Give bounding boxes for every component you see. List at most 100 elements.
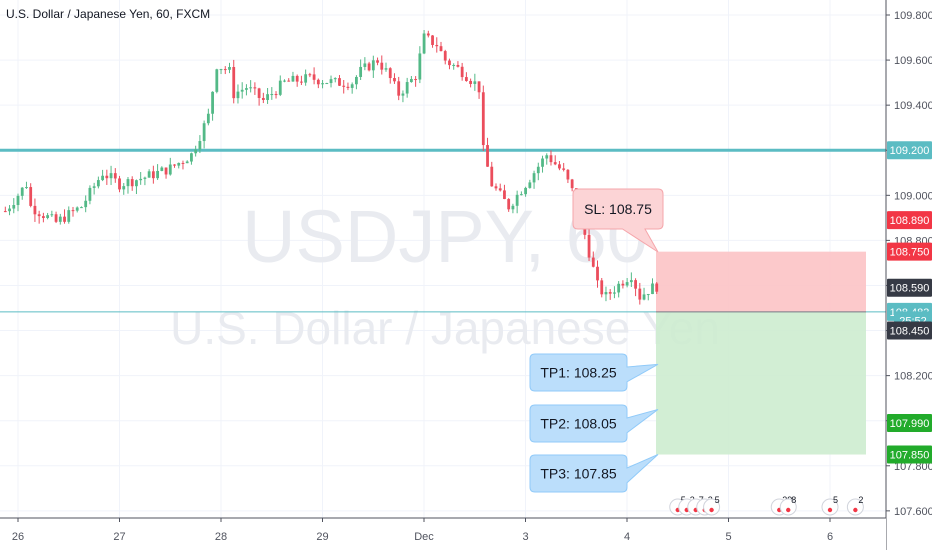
time-axis[interactable]: 26 27 28 29 Dec 3 4 5 6: [0, 517, 886, 550]
candle-body: [443, 51, 447, 61]
candle-body: [528, 182, 532, 188]
candle-body: [291, 75, 295, 82]
candle-body: [553, 162, 557, 165]
candle-body: [570, 179, 574, 189]
event-count: 5: [833, 495, 838, 505]
event-marker: 5: [821, 495, 839, 516]
candle-body: [629, 280, 633, 283]
economic-events[interactable]: 5272529852: [669, 495, 864, 516]
candle-body: [135, 180, 138, 187]
candle-body: [33, 205, 37, 215]
candle-body: [617, 283, 621, 293]
price-tag-bg: [887, 321, 932, 340]
candle-body: [464, 77, 468, 81]
candle-body: [456, 64, 460, 67]
tp2-callout: TP2: 108.05: [529, 404, 659, 443]
candle-body: [63, 216, 66, 222]
candle-body: [101, 175, 105, 181]
stop-loss-zone: [656, 251, 866, 312]
candle-body: [304, 74, 308, 83]
candle-body: [448, 60, 451, 66]
candle-body: [350, 84, 354, 88]
candle-body: [249, 87, 253, 89]
candle-body: [545, 155, 549, 159]
candle-body: [147, 171, 151, 178]
price-tag-label: 107.990: [890, 418, 930, 430]
sl-callout: SL: 108.75: [572, 188, 664, 253]
price-tick-label: 109.000: [894, 190, 932, 202]
candle-body: [621, 283, 625, 286]
event-flag-icon: [703, 498, 721, 516]
target-callouts[interactable]: SL: 108.75 TP1: 108.25 TP2: 108.05 TP3: 107…: [529, 188, 664, 493]
candle-body: [266, 94, 269, 100]
candle-body: [536, 166, 540, 174]
candle-body: [67, 210, 71, 222]
price-tick-label: 107.800: [894, 461, 932, 473]
candle-body: [638, 288, 642, 300]
candle-body: [405, 82, 409, 94]
candle-body: [431, 35, 434, 45]
candle-body: [634, 280, 637, 289]
position-zones[interactable]: [656, 251, 866, 455]
candle-body: [541, 158, 544, 167]
candle-body: [245, 88, 248, 90]
candle-body: [300, 81, 303, 83]
candle-body: [156, 170, 159, 179]
price-tick-label: 109.800: [894, 10, 932, 22]
candle-body: [426, 33, 430, 36]
event-marker: 8: [779, 495, 797, 516]
event-count: 5: [715, 495, 720, 505]
event-dot-icon: [786, 507, 791, 513]
candle-body: [160, 167, 164, 171]
candle-body: [215, 69, 219, 92]
candle-body: [600, 280, 604, 295]
candle-body: [587, 234, 591, 258]
candle-body: [257, 88, 261, 98]
event-marker: 5: [703, 495, 721, 516]
candle-body: [261, 97, 265, 100]
candle-body: [604, 292, 608, 295]
candle-body: [84, 200, 88, 208]
candle-body: [498, 188, 502, 191]
price-tick-label: 109.400: [894, 100, 932, 112]
time-tick-label: 5: [725, 531, 731, 543]
candle-body: [71, 210, 75, 212]
candle-body: [342, 85, 346, 87]
candle-body: [80, 207, 83, 209]
price-tag-bg: [887, 141, 932, 160]
candle-body: [562, 168, 566, 170]
price-tag: 107.850: [887, 445, 932, 464]
price-tag-bg: [887, 445, 932, 464]
candle-body: [139, 178, 143, 181]
candle-body: [473, 81, 477, 84]
candle-body: [92, 186, 96, 188]
candle-body: [20, 187, 24, 196]
price-tag: 108.750: [887, 242, 932, 261]
candle-body: [524, 187, 528, 195]
time-tick-label: 6: [827, 531, 833, 543]
candle-body: [151, 171, 155, 179]
candle-body: [469, 80, 473, 84]
candle-body: [367, 63, 371, 71]
candle-body: [646, 294, 650, 296]
candle-body: [54, 214, 58, 222]
chart-title: U.S. Dollar / Japanese Yen, 60, FXCM: [6, 7, 211, 21]
candle-body: [274, 94, 278, 96]
candle-body: [384, 68, 388, 70]
price-axis[interactable]: 109.800 109.600 109.400 109.200 109.000 108.8…: [885, 0, 932, 550]
candle-body: [359, 66, 363, 77]
candle-body: [308, 74, 312, 76]
price-tick-label: 109.600: [894, 55, 932, 67]
candle-body: [388, 68, 392, 79]
candle-body: [481, 92, 485, 146]
candle-body: [507, 199, 511, 210]
candle-body: [532, 173, 536, 183]
candle-body: [168, 164, 172, 175]
candle-body: [333, 78, 337, 80]
candle-body: [88, 187, 92, 201]
candle-body: [198, 141, 202, 150]
candle-body: [46, 215, 50, 218]
candle-body: [486, 145, 489, 167]
price-tag-label: 108.750: [890, 247, 930, 259]
